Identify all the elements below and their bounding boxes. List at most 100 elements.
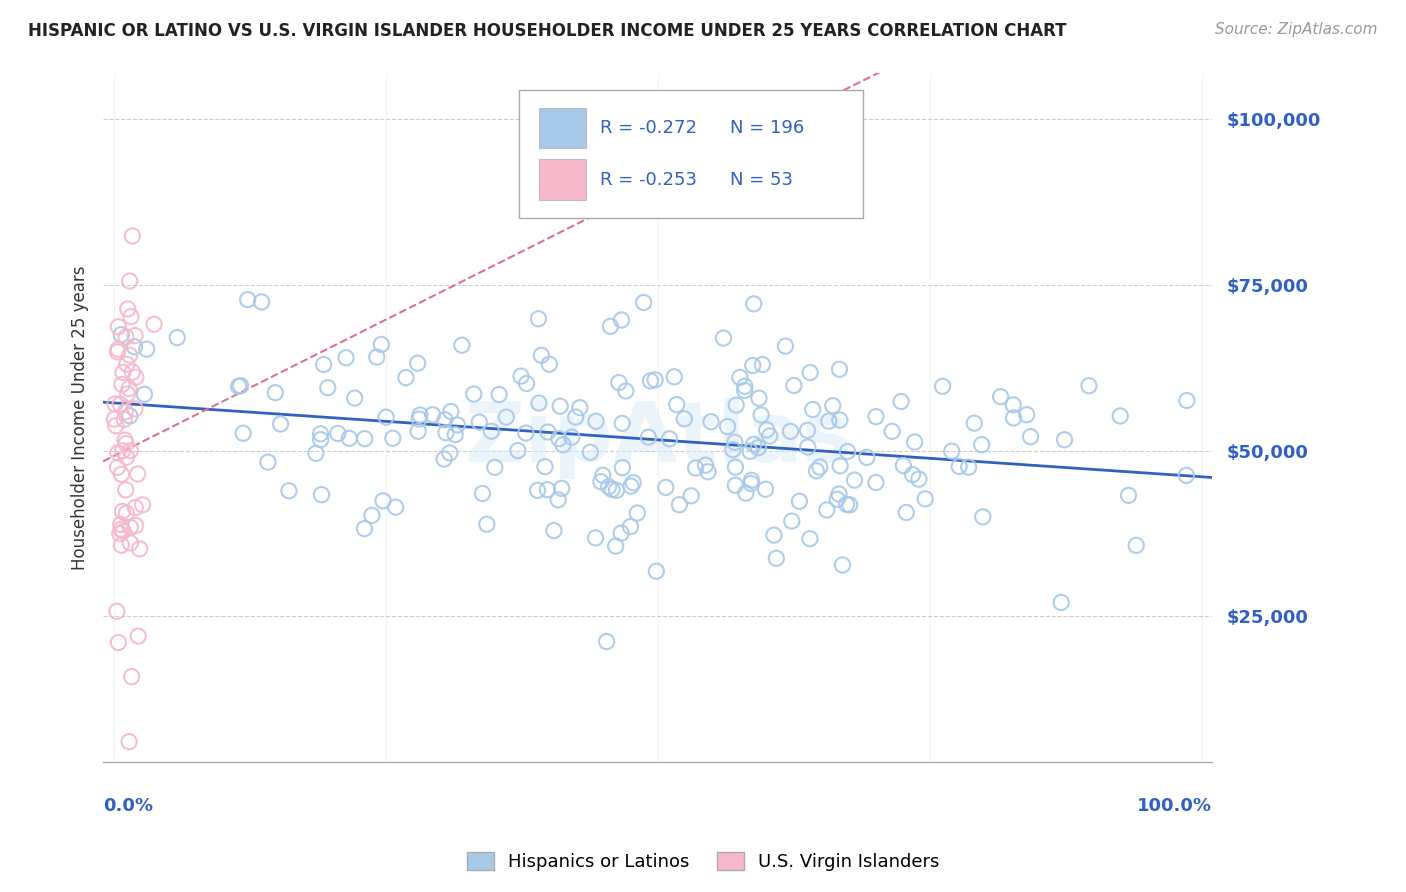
Point [131,498,153,512]
Point [257,455,280,469]
Point [114,433,136,447]
Point [806,464,828,478]
Point [957,460,980,475]
Point [725,398,748,412]
Point [135,342,157,356]
Point [914,491,936,506]
Point [831,558,853,572]
Point [724,435,747,450]
Point [655,480,678,494]
Point [370,337,392,351]
Point [837,444,859,458]
Point [110,467,132,482]
Point [366,350,388,364]
Point [948,459,970,474]
Point [121,670,143,684]
Point [118,409,141,423]
Point [1109,409,1132,423]
Point [579,445,602,459]
Point [406,425,429,439]
Point [1015,408,1038,422]
Point [433,413,456,427]
Point [371,493,394,508]
Point [619,519,641,533]
Point [599,319,621,334]
Point [124,518,146,533]
Point [114,405,136,419]
Point [738,444,761,458]
Point [1053,433,1076,447]
Point [305,446,328,460]
Point [536,483,558,497]
Point [143,318,166,332]
Point [104,397,127,411]
Text: Source: ZipAtlas.com: Source: ZipAtlas.com [1215,22,1378,37]
Point [734,384,756,398]
Point [110,538,132,552]
Point [742,297,765,311]
Point [229,378,252,392]
Point [821,399,844,413]
Point [797,440,820,454]
Point [799,532,821,546]
Legend: Hispanics or Latinos, U.S. Virgin Islanders: Hispanics or Latinos, U.S. Virgin Island… [460,845,946,879]
Point [830,458,852,473]
Point [516,376,538,391]
Point [104,418,127,433]
Point [561,430,583,444]
Point [801,402,824,417]
FancyBboxPatch shape [538,160,586,200]
Point [395,370,418,384]
Y-axis label: Householder Income Under 25 years: Householder Income Under 25 years [72,265,89,570]
Point [117,301,139,316]
Point [110,327,132,342]
Point [353,432,375,446]
Point [111,377,134,392]
Point [124,340,146,354]
Point [444,427,467,442]
Point [311,488,333,502]
Point [228,379,250,393]
Point [600,483,623,497]
Point [232,426,254,441]
Point [589,475,612,489]
Point [463,387,485,401]
Point [112,524,135,539]
Point [941,444,963,458]
Point [433,452,456,467]
Point [607,376,630,390]
Point [118,274,141,288]
Point [762,528,785,542]
Point [990,390,1012,404]
Point [108,526,131,541]
Point [548,432,571,446]
Point [904,435,927,450]
Point [526,483,548,498]
Point [114,483,136,497]
Point [645,564,668,578]
Point [755,423,778,437]
Point [658,432,681,446]
Point [112,412,135,426]
Point [124,328,146,343]
Point [893,458,915,473]
Point [741,359,763,373]
Point [610,313,633,327]
Point [550,482,572,496]
Point [742,437,765,451]
Point [548,399,571,413]
Point [789,494,811,508]
FancyBboxPatch shape [538,108,586,148]
Point [439,446,461,460]
Point [120,310,142,324]
Point [107,319,129,334]
Point [605,539,627,553]
Point [353,522,375,536]
Point [127,629,149,643]
Point [117,387,139,401]
Point [543,524,565,538]
Point [134,387,156,401]
Point [908,472,931,486]
Point [506,443,529,458]
Point [408,412,430,426]
